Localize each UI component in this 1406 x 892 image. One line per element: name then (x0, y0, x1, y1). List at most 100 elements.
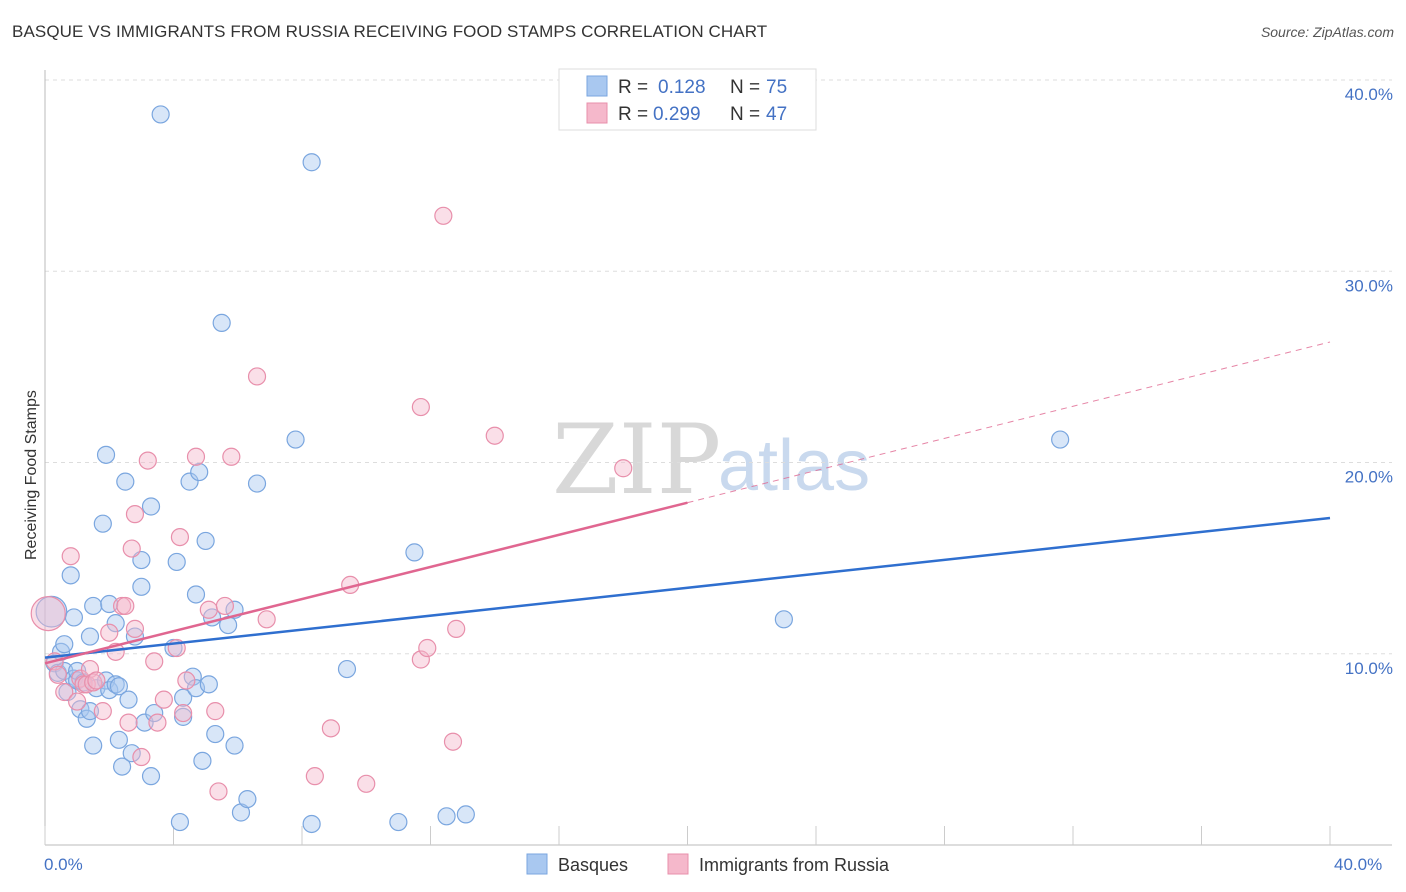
point-russia (68, 692, 87, 711)
point-russia (55, 682, 74, 702)
point-russia (148, 713, 167, 732)
watermark-atlas: atlas (718, 426, 870, 506)
point-basques (96, 445, 116, 464)
x-tick-label-min: 0.0% (44, 855, 83, 874)
point-basques (437, 807, 456, 826)
point-basques (132, 577, 151, 596)
legend-n-value-2: 47 (766, 104, 787, 125)
point-russia (170, 527, 190, 547)
legend-r-value-2: 0.299 (653, 104, 701, 125)
legend-box: R = 0.128 N = 75 R = 0.299 N = 47 (558, 68, 817, 131)
point-basques (109, 730, 128, 749)
bottom-legend-russia: Immigrants from Russia (699, 855, 890, 875)
trend-line-blue (44, 516, 1331, 659)
point-russia (154, 690, 173, 709)
point-basques (112, 757, 132, 776)
bottom-legend: Basques Immigrants from Russia (526, 853, 890, 875)
point-russia (411, 650, 430, 669)
legend-swatch-russia (586, 102, 608, 124)
legend-n-value-1: 75 (766, 77, 787, 98)
watermark-zip: ZIP (552, 404, 721, 516)
grid (45, 79, 1392, 655)
legend-swatch-basques (586, 75, 608, 97)
point-basques (199, 675, 218, 694)
point-basques (93, 514, 112, 533)
point-basques (196, 531, 215, 551)
point-russia (119, 713, 138, 732)
legend-r-value-1: 0.128 (658, 77, 706, 98)
trend-line-pink (44, 501, 688, 665)
point-basques (167, 552, 186, 572)
point-basques (212, 313, 231, 332)
point-basques (286, 430, 305, 449)
point-basques (186, 585, 206, 604)
point-russia (100, 623, 119, 642)
point-basques (405, 543, 424, 562)
point-russia (443, 732, 463, 751)
trend-lines (44, 341, 1331, 665)
point-russia (206, 702, 225, 721)
point-basques (190, 462, 209, 482)
point-basques (145, 703, 164, 723)
point-basques (80, 627, 100, 646)
point-russia (614, 459, 633, 478)
point-russia (222, 447, 241, 466)
point-basques (84, 736, 103, 755)
legend-n-label-2: N = (730, 104, 760, 125)
point-basques (119, 690, 138, 709)
y-axis-label: Receiving Food Stamps (23, 390, 40, 560)
point-russia (80, 659, 100, 679)
points (30, 105, 1070, 834)
point-russia (321, 719, 341, 738)
point-russia (357, 774, 376, 793)
y-tick-label: 20.0% (1345, 468, 1393, 487)
y-tick-label: 30.0% (1345, 276, 1393, 295)
point-russia (199, 600, 218, 619)
point-russia (48, 665, 67, 684)
point-basques (193, 751, 212, 770)
point-basques (206, 724, 225, 744)
point-russia (138, 451, 157, 470)
y-tick-label: 40.0% (1345, 85, 1393, 104)
point-russia (257, 610, 276, 629)
point-russia (84, 673, 103, 692)
point-basques (225, 736, 244, 755)
point-basques (151, 105, 170, 124)
legend-n-label-1: N = (730, 77, 760, 98)
point-russia (418, 638, 437, 658)
point-russia (247, 367, 267, 386)
point-basques (302, 814, 321, 834)
point-basques (174, 707, 193, 726)
trend-line-pink-extension (687, 341, 1331, 504)
bottom-legend-swatch-russia (667, 853, 689, 875)
point-basques (106, 675, 125, 694)
point-basques (106, 614, 125, 633)
point-russia (61, 547, 80, 566)
point-russia (411, 397, 430, 417)
point-russia (305, 767, 324, 786)
point-basques (84, 596, 103, 616)
point-russia (485, 426, 504, 445)
point-basques (170, 812, 190, 832)
point-russia (93, 702, 112, 721)
point-russia (177, 671, 196, 690)
point-russia (125, 505, 145, 524)
point-russia (30, 595, 66, 632)
point-basques (174, 688, 193, 707)
point-basques (141, 767, 161, 786)
point-basques (141, 497, 161, 516)
point-basques (247, 474, 267, 493)
bottom-legend-basques: Basques (558, 855, 628, 875)
point-basques (456, 805, 475, 824)
point-russia (186, 447, 206, 466)
point-russia (77, 675, 96, 694)
point-basques (180, 472, 199, 491)
point-basques (61, 566, 80, 585)
y-ticks: 10.0% 20.0% 30.0% 40.0% (1345, 85, 1393, 678)
point-russia (215, 596, 234, 616)
point-basques (238, 789, 257, 809)
point-basques (55, 635, 74, 654)
point-basques (1051, 430, 1070, 449)
axes (44, 70, 1392, 846)
